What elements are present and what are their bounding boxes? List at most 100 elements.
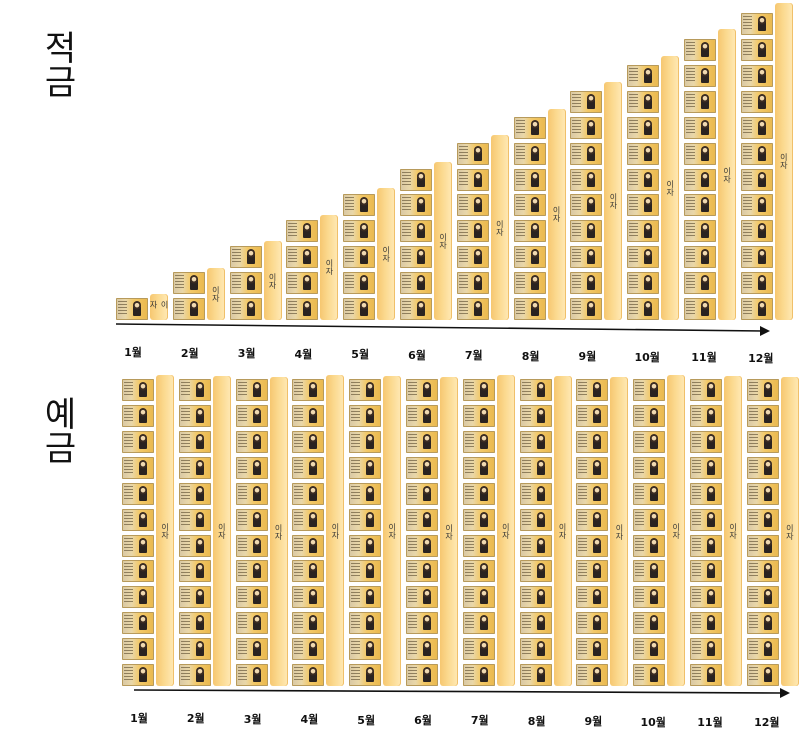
banknote-icon [690,534,722,557]
interest-bar: 이자 [667,375,686,686]
month-label: 5월 [357,713,376,727]
banknote-icon [229,246,262,269]
banknote-icon [292,586,325,609]
interest-label: 이자 [324,259,334,276]
interest-label: 이자 [785,523,795,540]
interest-label: 이자 [501,522,511,539]
banknote-icon [406,405,438,427]
banknote-icon [122,508,154,531]
banknote-icon [349,508,382,531]
banknote-icon [292,379,325,402]
interest-bar: 이자 [780,377,799,686]
interest-label: 이자 [665,179,675,196]
interest-bar: 이자 [610,377,629,686]
banknote-icon [633,430,666,453]
banknote-icon [349,379,382,402]
interest-bar: 이자 [661,55,680,320]
banknote-icon [627,194,660,217]
banknote-icon [684,298,716,320]
interest-bar: 이자 [718,29,736,320]
banknote-icon [349,560,382,583]
banknote-icon [684,168,716,191]
interest-label: 이자 [274,523,284,540]
banknote-icon [349,638,382,661]
banknote-icon [178,508,211,531]
banknote-icon [570,246,603,269]
banknote-icon [178,379,211,402]
month-label: 7월 [464,349,483,362]
banknote-icon [178,560,211,583]
banknote-icon [292,430,325,453]
banknote-icon [633,638,666,661]
interest-bar: 이자 [553,376,572,686]
banknote-icon [627,168,660,191]
banknote-icon [229,298,262,320]
banknote-icon [456,194,489,217]
banknote-icon [462,586,495,609]
banknote-icon [235,405,268,427]
banknote-icon [740,13,773,36]
banknote-icon [570,220,603,243]
banknote-icon [746,612,779,635]
banknote-icon [235,560,268,583]
banknote-icon [740,142,773,165]
banknote-icon [235,379,268,402]
interest-bar: 이자 [774,2,793,320]
banknote-icon [519,612,552,635]
banknote-icon [633,586,666,609]
banknote-icon [627,142,660,165]
banknote-icon [576,508,609,531]
banknote-icon [456,168,489,191]
month-label: 7월 [470,714,489,728]
banknote-icon [690,379,722,402]
banknote-icon [519,379,552,402]
banknote-icon [740,168,773,191]
banknote-icon [122,612,154,635]
banknote-icon [740,298,773,320]
banknote-icon [349,586,382,609]
banknote-icon [122,482,154,505]
banknote-icon [576,430,609,453]
banknote-icon [462,664,495,686]
banknote-icon [513,116,546,139]
banknote-icon [633,612,666,635]
banknote-icon [740,246,773,269]
banknote-icon [292,482,325,505]
banknote-icon [576,612,609,635]
banknote-icon [349,430,382,453]
month-label: 11월 [691,351,717,364]
banknote-icon [406,612,438,635]
banknote-icon [406,534,438,557]
month-label: 4월 [294,347,313,361]
banknote-icon [292,638,325,661]
banknote-icon [627,298,660,320]
banknote-icon [519,430,552,453]
banknote-icon [746,482,779,505]
banknote-icon [746,586,779,609]
banknote-icon [633,508,666,531]
banknote-icon [690,560,722,583]
month-label: 12월 [754,716,780,730]
month-label: 8월 [527,714,546,728]
banknote-icon [343,272,376,295]
banknote-icon [462,534,495,557]
banknote-icon [462,456,495,479]
banknote-icon [690,664,722,686]
interest-label: 이자 [330,522,340,539]
banknote-icon [519,664,552,686]
month-label: 12월 [748,351,774,365]
banknote-icon [740,90,773,113]
banknote-icon [519,482,552,505]
banknote-icon [349,664,382,686]
banknote-icon [570,116,603,139]
banknote-icon [513,194,546,217]
banknote-icon [746,664,779,686]
banknote-icon [633,456,666,479]
banknote-icon [400,272,432,295]
interest-label: 이자 [722,166,732,183]
banknote-icon [576,664,609,686]
banknote-icon [684,116,716,139]
banknote-icon [690,456,722,479]
banknote-icon [746,508,779,531]
